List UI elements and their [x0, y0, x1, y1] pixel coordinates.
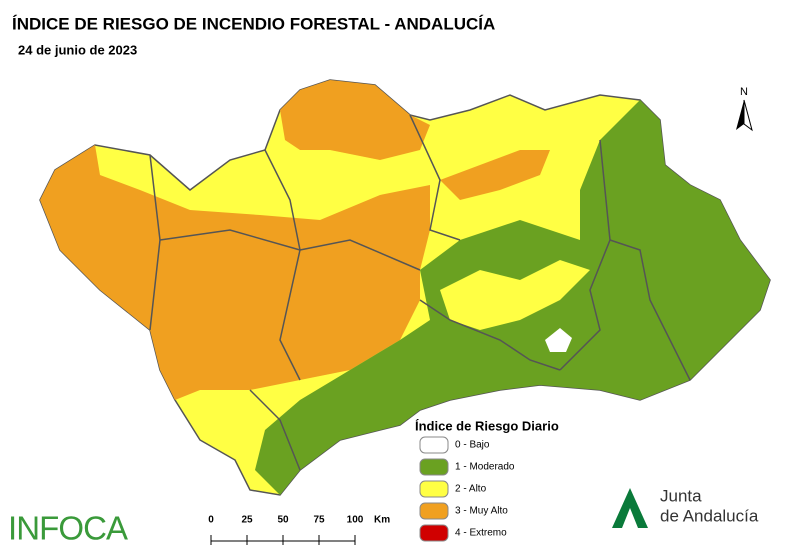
junta-logo: Junta de Andalucía	[612, 486, 759, 528]
risk-area-high	[280, 80, 430, 160]
risk-area-high	[40, 145, 430, 400]
title: ÍNDICE DE RIESGO DE INCENDIO FORESTAL - …	[12, 14, 495, 33]
junta-emblem	[612, 488, 648, 528]
legend-swatch	[419, 480, 449, 498]
scale-label: 50	[277, 515, 289, 526]
legend: 0 - Bajo 1 - Moderado 2 - Alto 3 - Muy Alto…	[419, 436, 515, 542]
north-label: N	[740, 86, 748, 98]
date: 24 de junio de 2023	[18, 42, 137, 57]
scale-label: 25	[241, 515, 253, 526]
junta-line1: Junta	[660, 486, 702, 505]
legend-label: 2 - Alto	[455, 484, 487, 495]
legend-label: 1 - Moderado	[455, 462, 515, 473]
legend-label: 4 - Extremo	[455, 528, 507, 539]
junta-line2: de Andalucía	[660, 506, 759, 525]
scale-label: 100	[347, 515, 364, 526]
legend-swatch	[419, 502, 449, 520]
legend-swatch	[419, 458, 449, 476]
legend-swatch	[419, 436, 449, 454]
legend-title: Índice de Riesgo Diario	[415, 418, 559, 433]
north-arrow: N	[736, 86, 753, 132]
scale-bar: 0 25 50 75 100 Km	[208, 515, 390, 545]
legend-label: 3 - Muy Alto	[455, 506, 508, 517]
risk-area-high	[440, 150, 550, 200]
risk-area-high	[440, 260, 590, 330]
scale-unit: Km	[374, 515, 390, 526]
infoca-logo: INFOCA	[8, 510, 128, 547]
risk-area-low	[545, 328, 572, 352]
north-arrow-left	[736, 100, 744, 130]
map	[39, 79, 771, 496]
scale-label: 0	[208, 515, 214, 526]
scale-label: 75	[313, 515, 325, 526]
legend-swatch	[419, 524, 449, 542]
north-arrow-right	[743, 99, 753, 132]
legend-label: 0 - Bajo	[455, 440, 490, 451]
province-borders	[149, 114, 691, 471]
